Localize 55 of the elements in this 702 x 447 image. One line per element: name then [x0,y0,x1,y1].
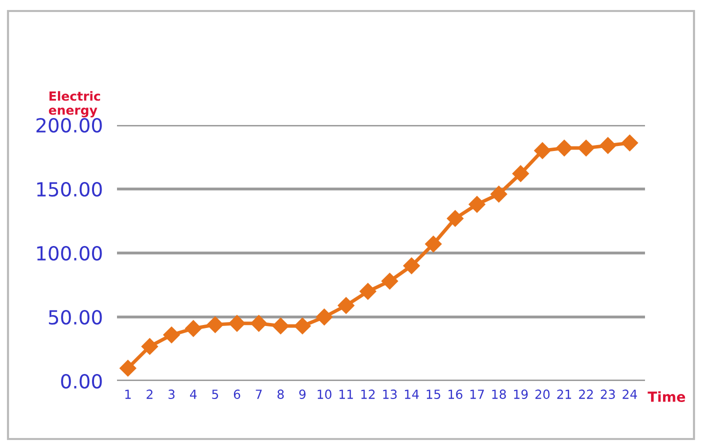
x-tick-label: 3 [168,390,175,400]
x-tick-label: 24 [622,390,637,399]
x-tick-label: 21 [557,390,572,399]
x-tick-label: 14 [404,390,419,399]
x-tick-label: 10 [318,390,332,400]
point [424,236,442,252]
y-tick-label: 150.00 [37,182,102,197]
point [338,297,354,314]
x-tick-label: 22 [579,390,593,399]
x-tick-label: 16 [448,390,462,400]
point [120,360,136,377]
x-tick-label: 13 [383,390,397,400]
point [272,318,290,334]
x-tick-label: 4 [190,390,197,399]
y-tick-label: 50.00 [48,310,102,325]
point [141,338,158,355]
y-tick-label: 0.00 [61,374,102,389]
point [381,272,398,290]
point [294,318,311,334]
point [446,210,464,227]
x-tick-label: 5 [212,390,218,400]
point [360,283,376,300]
x-tick-label: 23 [600,390,615,400]
y-tick-label: 100.00 [37,246,102,261]
x-tick-label: 19 [514,390,528,400]
x-tick-label: 1 [125,390,131,399]
point [621,134,638,152]
point [468,196,486,213]
x-tick-label: 6 [234,390,240,400]
x-tick-label: 20 [535,390,550,400]
point [250,315,268,332]
x-tick-label: 15 [426,390,440,400]
x-tick-label: 8 [278,390,284,400]
x-tick-label: 18 [492,390,506,400]
y-axis-title: Electric energy [48,91,100,118]
point [512,165,530,182]
x-tick-label: 9 [299,390,306,400]
point [206,316,224,334]
point [184,320,202,337]
x-tick-label: 11 [340,390,353,399]
point [490,186,508,202]
point [600,137,616,154]
point [228,315,246,332]
point [578,140,594,156]
point [316,308,333,326]
point [556,140,573,156]
x-axis-title: Time [648,391,686,402]
x-tick-label: 2 [146,390,152,399]
point [403,257,420,274]
y-tick-label: 200.00 [36,118,102,133]
x-tick-label: 7 [256,390,262,399]
point [534,142,551,159]
x-tick-label: 17 [470,390,484,399]
point [163,326,180,344]
x-tick-label: 12 [361,390,375,399]
